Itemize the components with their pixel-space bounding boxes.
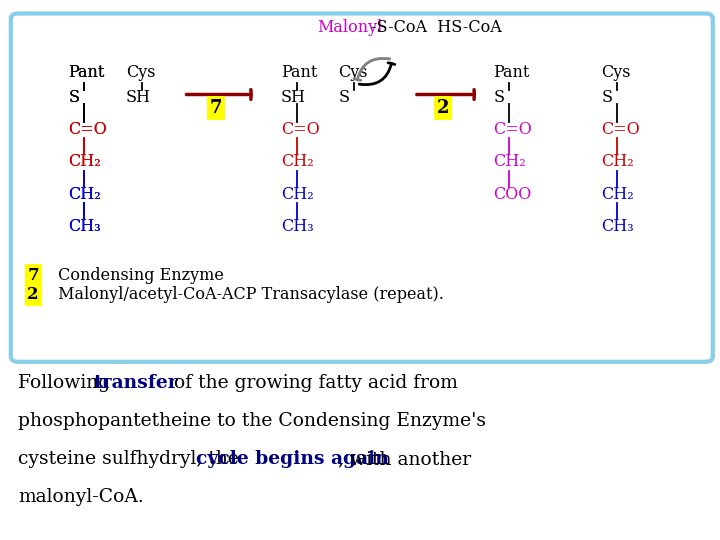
Text: 7: 7 [210, 99, 222, 117]
Text: Pant: Pant [68, 64, 105, 82]
Text: 2: 2 [436, 99, 449, 117]
Text: CH₂: CH₂ [601, 186, 634, 203]
Text: C=O: C=O [281, 121, 320, 138]
FancyBboxPatch shape [11, 14, 713, 362]
Text: CH₂: CH₂ [68, 186, 101, 203]
Text: Pant: Pant [281, 64, 318, 82]
Text: Following: Following [18, 374, 116, 393]
Text: transfer: transfer [94, 374, 179, 393]
Text: C=O: C=O [493, 121, 532, 138]
Text: S: S [601, 89, 612, 106]
Text: Malonyl/acetyl-CoA-ACP Transacylase (repeat).: Malonyl/acetyl-CoA-ACP Transacylase (rep… [53, 286, 444, 303]
Text: SH: SH [126, 89, 151, 106]
Text: Condensing Enzyme: Condensing Enzyme [53, 267, 223, 284]
Text: cycle begins again: cycle begins again [196, 450, 389, 468]
Text: Cys: Cys [126, 64, 156, 82]
Text: S: S [493, 89, 504, 106]
Text: Cys: Cys [601, 64, 631, 82]
Text: CH₃: CH₃ [601, 218, 634, 235]
Text: CH₂: CH₂ [281, 153, 313, 171]
Text: Cys: Cys [338, 64, 368, 82]
Text: CH₂: CH₂ [68, 186, 101, 203]
Text: C=O: C=O [601, 121, 640, 138]
Text: 2: 2 [27, 286, 39, 303]
Text: S: S [68, 89, 79, 106]
Text: CH₂: CH₂ [493, 153, 526, 171]
Text: , with another: , with another [338, 450, 472, 468]
Text: phosphopantetheine to the Condensing Enzyme's: phosphopantetheine to the Condensing Enz… [18, 412, 486, 430]
Text: COO: COO [493, 186, 531, 203]
Text: 7: 7 [27, 267, 39, 284]
Text: CH₂: CH₂ [68, 153, 101, 171]
Text: CH₃: CH₃ [68, 218, 101, 235]
Text: Malonyl: Malonyl [317, 18, 382, 36]
Text: Pant: Pant [493, 64, 530, 82]
Text: CH₂: CH₂ [281, 186, 313, 203]
Text: C=O: C=O [68, 121, 107, 138]
Text: CH₃: CH₃ [68, 218, 101, 235]
Text: CH₂: CH₂ [601, 153, 634, 171]
Text: CH₃: CH₃ [281, 218, 313, 235]
Text: malonyl-CoA.: malonyl-CoA. [18, 488, 144, 506]
Text: CH₂: CH₂ [68, 153, 101, 171]
Text: C=O: C=O [68, 121, 107, 138]
Text: -S-CoA  HS-CoA: -S-CoA HS-CoA [371, 18, 502, 36]
Text: SH: SH [281, 89, 306, 106]
Text: S: S [68, 89, 79, 106]
Text: Pant: Pant [68, 64, 105, 82]
Text: cysteine sulfhydryl, the: cysteine sulfhydryl, the [18, 450, 245, 468]
Text: of the growing fatty acid from: of the growing fatty acid from [168, 374, 458, 393]
Text: S: S [338, 89, 349, 106]
